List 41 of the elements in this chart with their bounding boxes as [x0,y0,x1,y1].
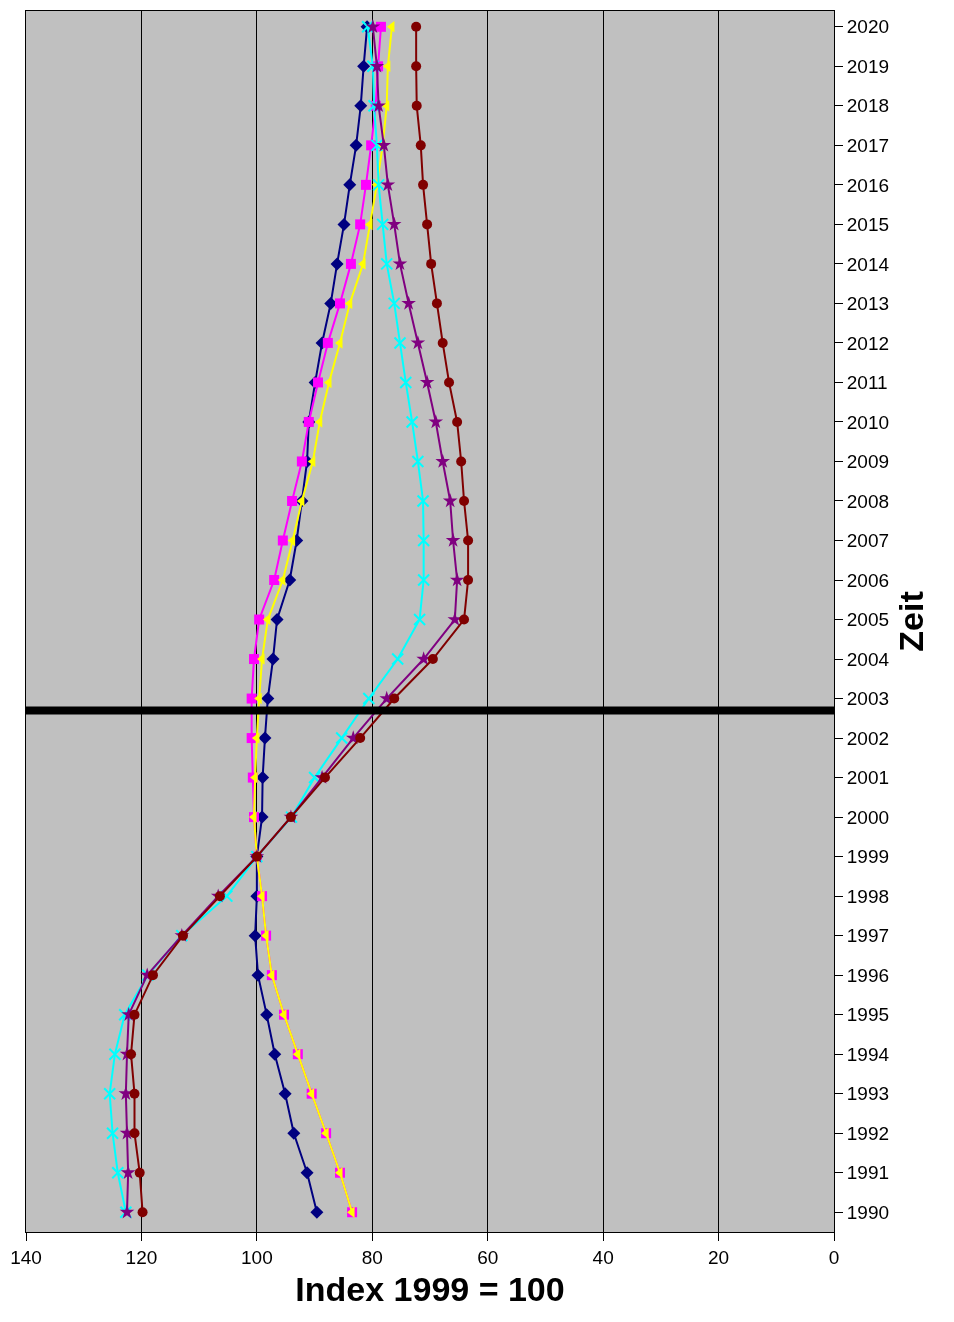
y-tick-label: 1999 [846,846,890,868]
y-tick-label: 2010 [846,411,890,433]
y-tick-label: 2020 [846,16,890,38]
y-tick-label: 2002 [846,727,890,749]
y-tick-label: 2017 [846,135,890,156]
y-tick-label: 1991 [846,1162,890,1184]
x-tick-label: 40 [592,1246,614,1268]
y-tick-label: 2009 [846,451,890,473]
y-tick-label: 2001 [846,767,890,789]
y-tick-label: 2011 [846,372,888,394]
x-tick-label: 60 [477,1246,499,1268]
x-tick-label: 80 [361,1246,383,1268]
y-tick-label: 2012 [846,332,890,354]
y-tick-label: 1990 [846,1201,890,1223]
y-tick-label: 2015 [846,214,890,236]
y-tick-label: 2007 [846,530,890,552]
y-tick-label: 1992 [846,1122,890,1144]
y-tick-label: 2000 [846,806,890,828]
x-axis-title: Index 1999 = 100 [295,1270,565,1309]
y-tick-label: 2018 [846,95,890,117]
y-tick-label: 1996 [846,964,890,986]
y-tick-label: 2014 [846,253,890,275]
y-tick-label: 2008 [846,490,890,512]
y-tick-label: 2003 [846,688,890,710]
y-tick-label: 2016 [846,174,890,196]
y-tick-label: 2004 [846,648,890,670]
y-tick-label: 1997 [846,925,890,947]
x-tick-label: 20 [708,1246,730,1268]
x-tick-label: 140 [10,1246,42,1268]
y-tick-label: 2006 [846,569,890,591]
x-tick-label: 120 [125,1246,158,1268]
y-tick-label: 1993 [846,1083,890,1105]
y-tick-label: 1995 [846,1004,890,1026]
x-tick-label: 0 [828,1246,840,1268]
y-tick-label: 2019 [846,55,890,77]
y-axis-title: Zeit [891,591,930,652]
y-tick-label: 2005 [846,609,890,631]
y-tick-label: 2013 [846,293,890,315]
x-tick-label: 100 [241,1246,273,1268]
y-tick-label: 1998 [846,885,890,907]
y-tick-label: 1994 [846,1043,890,1065]
